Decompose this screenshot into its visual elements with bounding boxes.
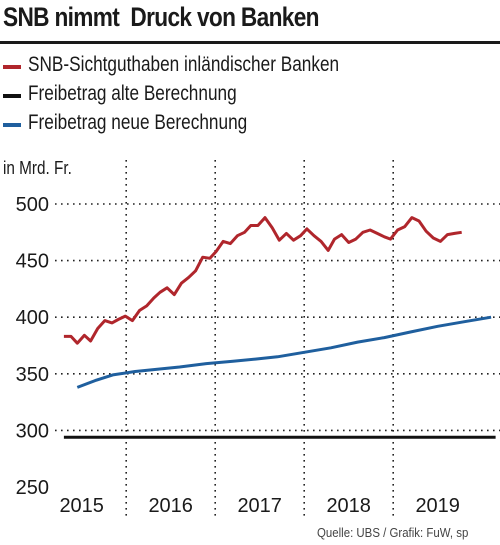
x-tick-label-2019: 2019: [415, 495, 460, 517]
y-tick-label-250: 250: [16, 477, 49, 499]
legend-label-neu: Freibetrag neue Berechnung: [28, 111, 248, 134]
y-tick-label-350: 350: [16, 364, 49, 386]
series-line-neu: [76, 315, 492, 389]
x-tick-label-2015: 2015: [59, 495, 104, 517]
x-tick-label-2016: 2016: [148, 495, 193, 517]
x-tick-label-2017: 2017: [237, 495, 282, 517]
series-line-snb: [63, 216, 462, 345]
y-axis-unit-label: in Mrd. Fr.: [3, 158, 72, 178]
legend-swatch-alt: [3, 94, 21, 98]
y-tick-label-500: 500: [16, 194, 49, 216]
y-tick-label-300: 300: [16, 420, 49, 442]
legend-swatch-snb: [3, 65, 21, 69]
source-credit: Quelle: UBS / Grafik: FuW, sp: [317, 525, 469, 540]
y-tick-label-450: 450: [16, 251, 49, 273]
legend-label-alt: Freibetrag alte Berechnung: [28, 82, 237, 105]
legend-swatch-neu: [3, 123, 21, 127]
x-tick-label-2018: 2018: [326, 495, 371, 517]
legend-label-snb: SNB-Sichtguthaben inländischer Banken: [28, 53, 340, 76]
chart-title: SNB nimmt Druck von Banken: [3, 2, 319, 32]
title-rule: [0, 41, 500, 44]
y-tick-label-400: 400: [16, 307, 49, 329]
